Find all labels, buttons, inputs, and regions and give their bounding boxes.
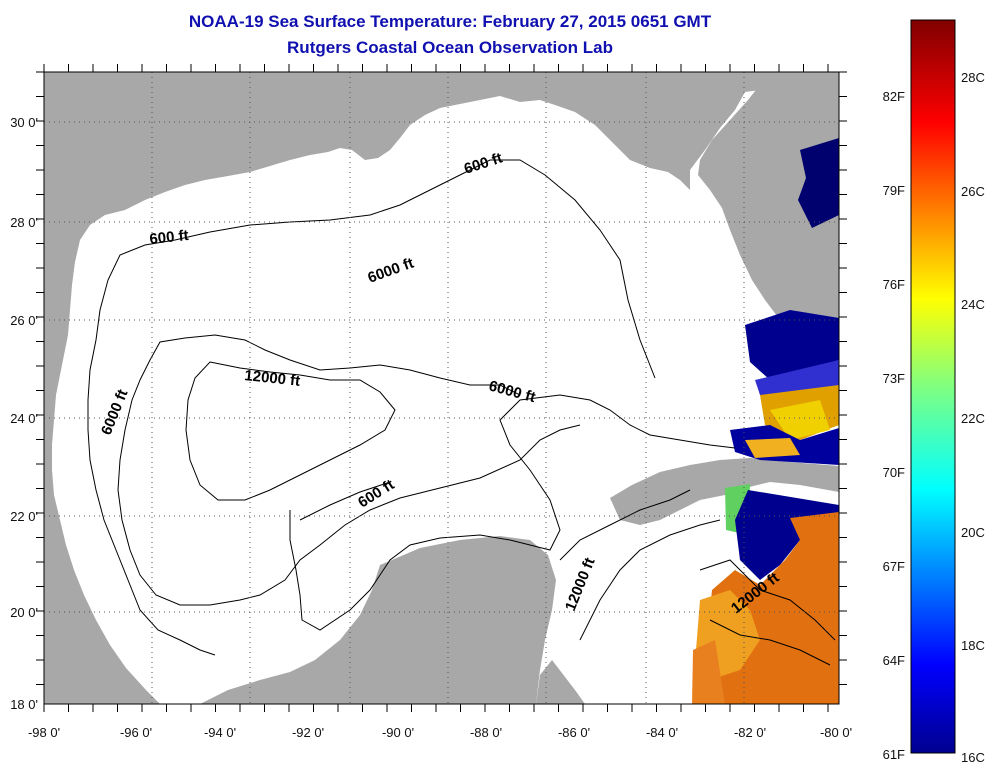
colorbar-fahrenheit-labels: 82F 79F 76F 73F 70F 67F 64F 61F [883, 89, 905, 762]
colorbar-c-label: 20C [961, 525, 985, 540]
lon-tick-label: -96 0' [120, 725, 152, 740]
lon-tick-label: -80 0' [820, 725, 852, 740]
contour-12000ft [185, 361, 396, 501]
colorbar-f-label: 79F [883, 183, 905, 198]
land-florida [698, 72, 839, 350]
lat-tick-label: 30 0' [10, 115, 38, 130]
colorbar-f-label: 70F [883, 465, 905, 480]
land-yucatan [200, 536, 556, 704]
lat-tick-label: 20 0' [10, 605, 38, 620]
lon-tick-label: -94 0' [204, 725, 236, 740]
bathymetry-contours [87, 159, 836, 666]
contour-600ft-north [87, 159, 656, 656]
contour-label: 12000 ft [244, 367, 301, 390]
colorbar-c-label: 28C [961, 70, 985, 85]
latitude-labels: 30 0' 28 0' 26 0' 24 0' 22 0' 20 0' 18 0… [10, 115, 38, 712]
lat-tick-label: 24 0' [10, 411, 38, 426]
colorbar-c-label: 18C [961, 638, 985, 653]
lat-tick-label: 18 0' [10, 697, 38, 712]
contour-600ft-south [289, 394, 736, 631]
contour-label: 600 ft [149, 227, 190, 248]
lat-tick-label: 26 0' [10, 313, 38, 328]
map-subtitle: Rutgers Coastal Ocean Observation Lab [287, 38, 613, 57]
lat-tick-label: 28 0' [10, 215, 38, 230]
gridlines [44, 72, 839, 704]
colorbar-f-label: 61F [883, 747, 905, 762]
colorbar-celsius-labels: 28C 26C 24C 22C 20C 18C 16C [961, 70, 985, 765]
colorbar [910, 19, 956, 754]
colorbar-f-label: 76F [883, 277, 905, 292]
colorbar-c-label: 26C [961, 184, 985, 199]
land-us-gulf-coast [44, 72, 770, 704]
colorbar-f-label: 64F [883, 653, 905, 668]
map-title: NOAA-19 Sea Surface Temperature: Februar… [188, 12, 712, 31]
colorbar-f-label: 67F [883, 559, 905, 574]
lon-tick-label: -86 0' [558, 725, 590, 740]
colorbar-c-label: 24C [961, 297, 985, 312]
map-frame [43, 71, 840, 705]
colorbar-f-label: 73F [883, 371, 905, 386]
lon-tick-label: -92 0' [292, 725, 324, 740]
contour-6000ft [117, 334, 581, 606]
frame-tickmarks [36, 64, 847, 712]
lon-tick-label: -98 0' [28, 725, 60, 740]
colorbar-c-label: 22C [961, 411, 985, 426]
longitude-labels: -98 0' -96 0' -94 0' -92 0' -90 0' -88 0… [28, 725, 852, 740]
lat-tick-label: 22 0' [10, 509, 38, 524]
lon-tick-label: -90 0' [382, 725, 414, 740]
colorbar-f-label: 82F [883, 89, 905, 104]
land-cuba [610, 458, 839, 525]
lon-tick-label: -84 0' [646, 725, 678, 740]
contour-12000ft-east [579, 519, 721, 641]
lon-tick-label: -88 0' [470, 725, 502, 740]
lon-tick-label: -82 0' [734, 725, 766, 740]
land-central-america [536, 660, 585, 704]
colorbar-c-label: 16C [961, 750, 985, 765]
